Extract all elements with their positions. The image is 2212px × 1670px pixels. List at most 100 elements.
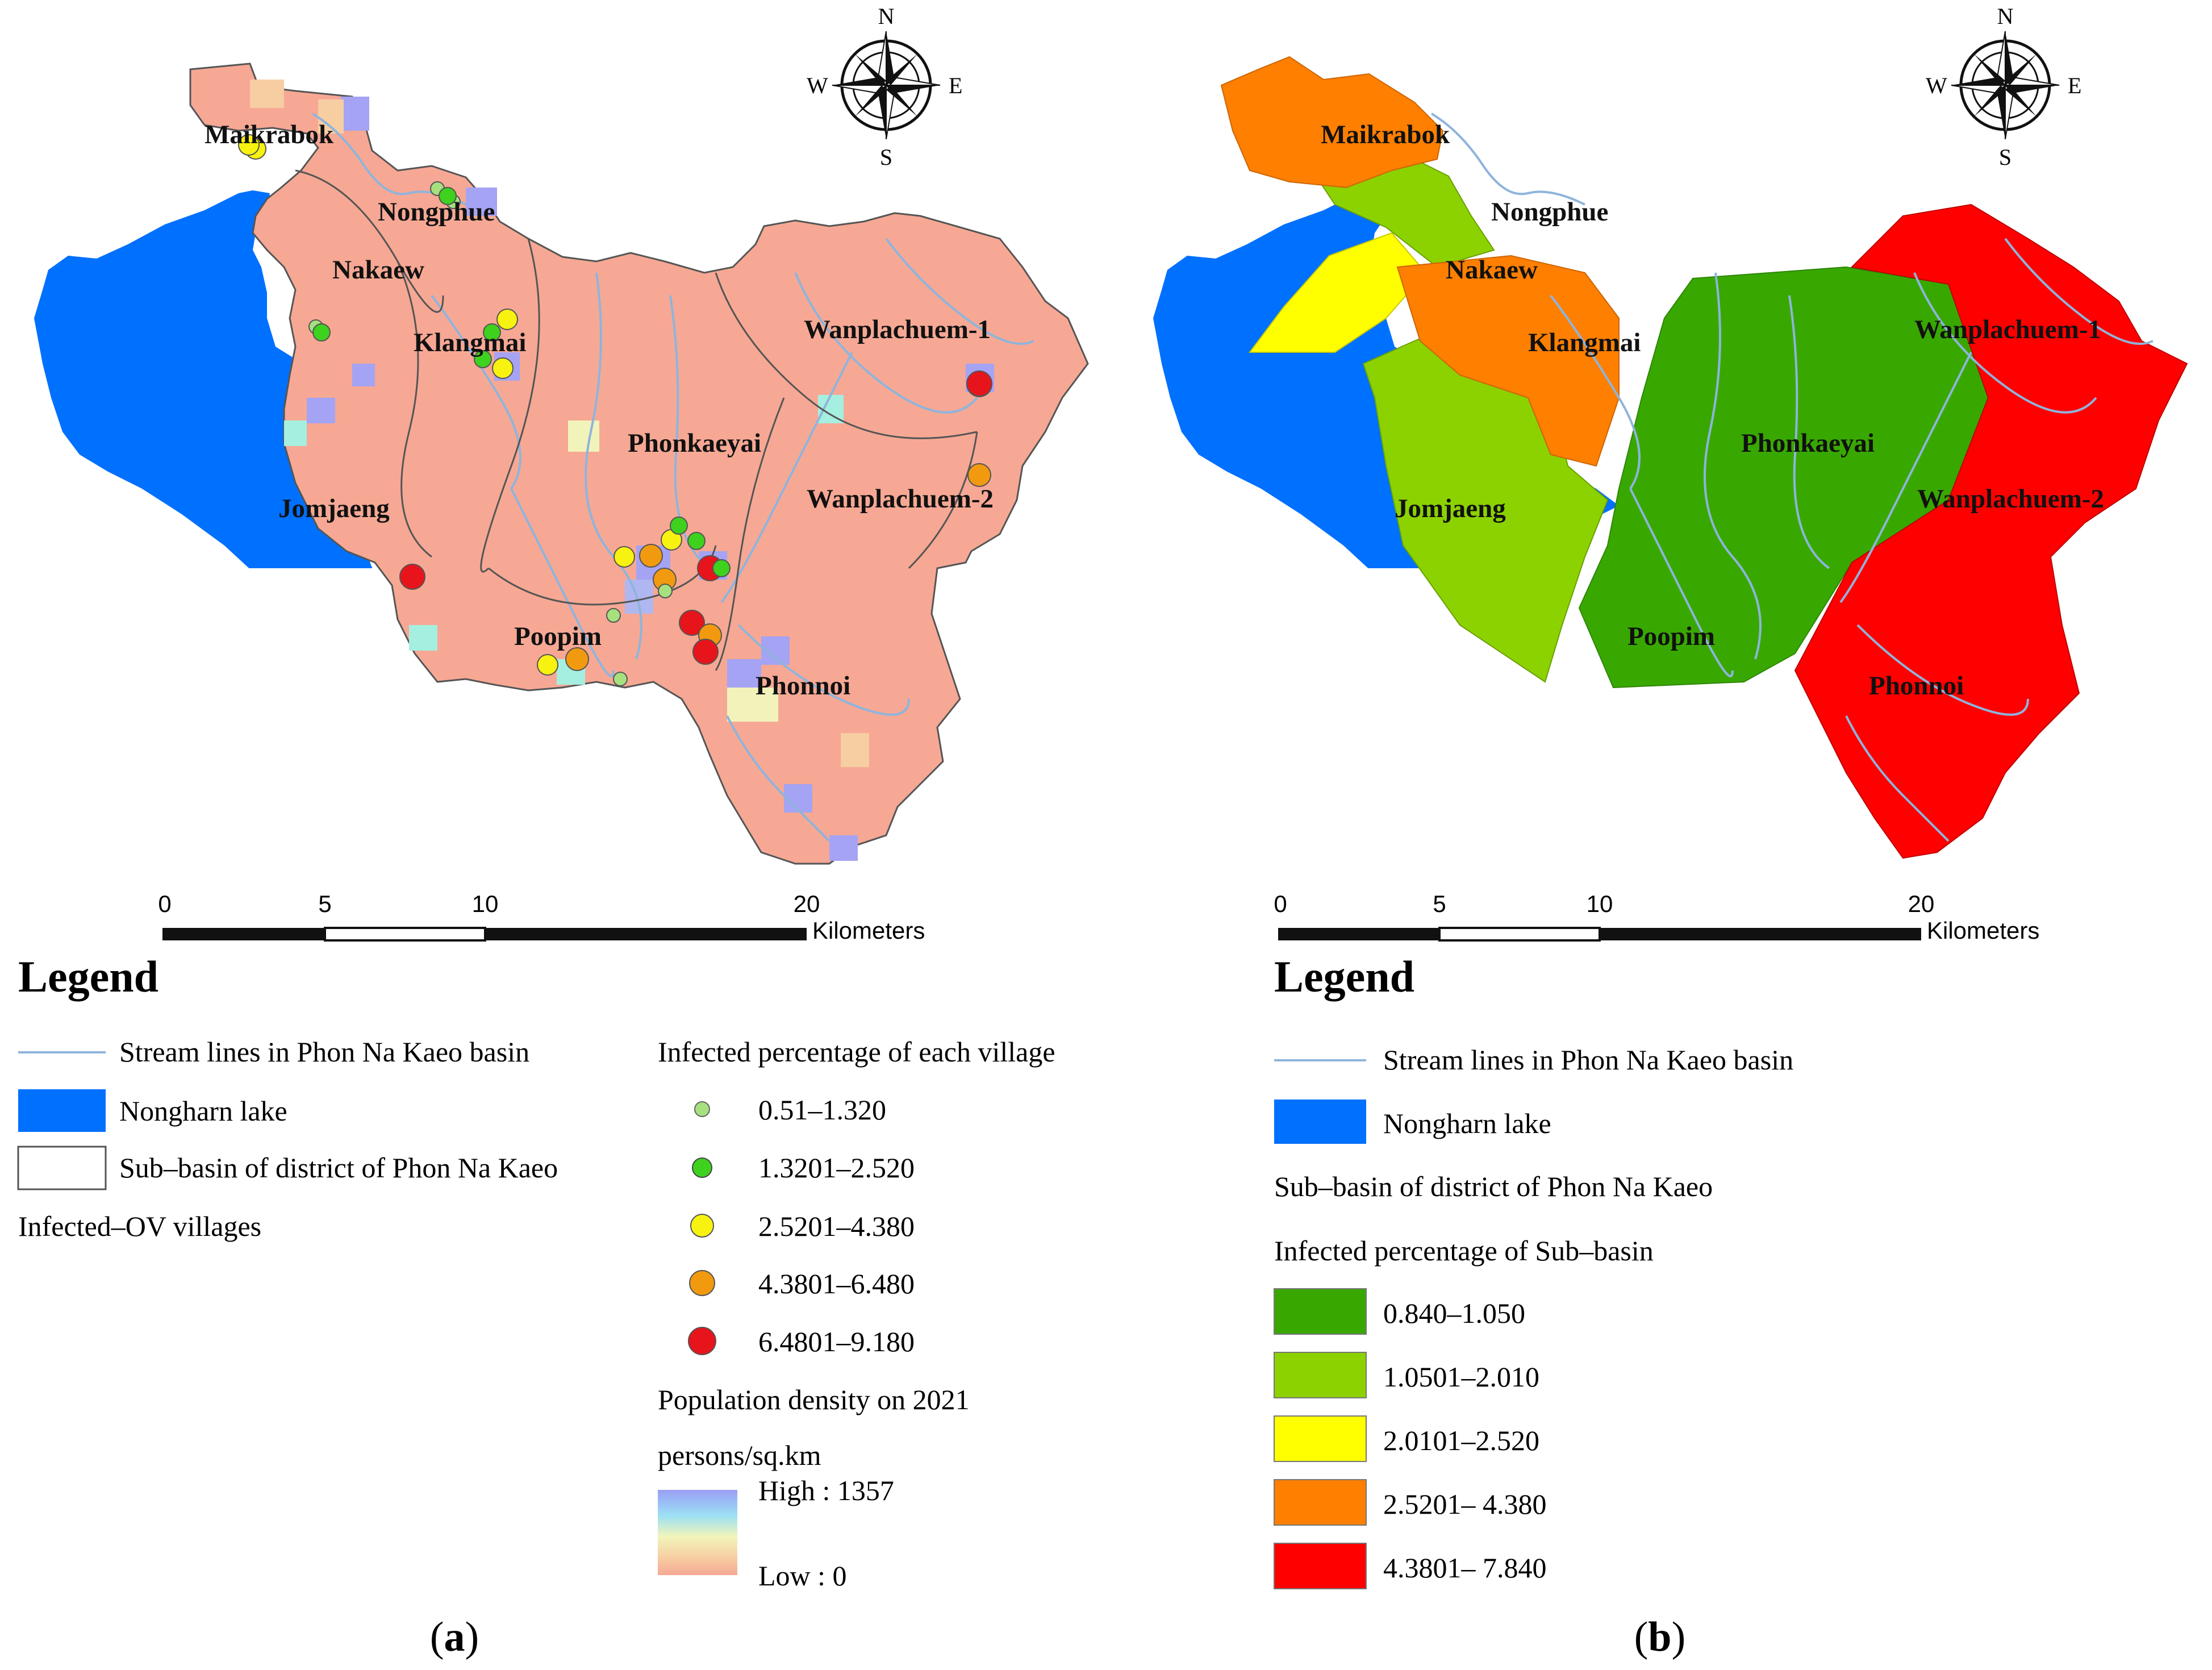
district-labels-a: Maikrabok Nongphue Nakaew Klangmai Wanpl…	[204, 120, 994, 701]
legend-dot-2-a	[692, 1157, 712, 1178]
subbasin-klangmai-b	[1396, 255, 1620, 467]
label-phonkaeyai-a: Phonkaeyai	[628, 428, 761, 458]
scale-unit-b: Kilometers	[1927, 917, 2039, 944]
legend-class-2-b: 1.0501–2.010	[1274, 1352, 1539, 1398]
compass-s-b: S	[1999, 144, 2011, 170]
scale-tick-20-a: 20	[794, 890, 820, 917]
scale-bar-a: 0 5 10 20 Kilometers	[158, 890, 925, 944]
legend-class-label-2-a: 1.3201–2.520	[758, 1152, 915, 1184]
north-arrow-b: N S E W	[1926, 3, 2081, 170]
legend-class-label-1-a: 0.51–1.320	[758, 1094, 886, 1126]
village-point-5	[439, 187, 457, 205]
map-panel-b	[1153, 56, 2188, 859]
district-labels-b: Maikrabok Nongphue Nakaew Klangmai Wanpl…	[1321, 120, 2104, 701]
north-arrow-a: N S E W	[807, 3, 962, 170]
legend-class-label-1-b: 0.840–1.050	[1383, 1297, 1525, 1329]
streams-b	[1430, 113, 2153, 842]
label-jomjaeng-a: Jomjaeng	[278, 494, 390, 523]
subbasin-maikrabok-b	[1220, 56, 1444, 189]
legend-dot-4-a	[689, 1270, 715, 1296]
legend-class-4-a: 4.3801–6.480	[689, 1268, 915, 1300]
village-point-24	[679, 610, 705, 636]
village-point-19	[670, 517, 688, 535]
village-point-27	[565, 647, 589, 671]
legend-class-1-a: 0.51–1.320	[694, 1094, 886, 1126]
compass-e-a: E	[949, 73, 962, 98]
legend-a: Legend Stream lines in Phon Na Kaeo basi…	[17, 952, 1055, 1592]
label-klangmai-b: Klangmai	[1528, 328, 1641, 357]
legend-class-3-a: 2.5201–4.380	[690, 1210, 915, 1242]
legend-subbasin-b: Sub–basin of district of Phon Na Kaeo	[1274, 1171, 1713, 1202]
compass-s-a: S	[880, 144, 892, 170]
legend-b: Legend Stream lines in Phon Na Kaeo basi…	[1274, 952, 1793, 1589]
legend-swatch-4-b	[1274, 1479, 1367, 1526]
village-point-7	[312, 323, 331, 342]
subbasin-nakaew-b	[1249, 232, 1427, 353]
compass-n-a: N	[878, 3, 895, 29]
legend-class-label-2-b: 1.0501–2.010	[1383, 1361, 1539, 1393]
village-point-14	[967, 463, 991, 487]
village-point-31	[658, 584, 673, 598]
scale-tick-5-a: 5	[318, 890, 331, 917]
label-poopim-a: Poopim	[514, 622, 602, 651]
compass-w-b: W	[1926, 73, 1947, 98]
legend-title-a: Legend	[18, 952, 158, 1001]
village-point-11	[474, 350, 492, 368]
legend-swatch-1-b	[1274, 1288, 1367, 1335]
label-jomjaeng-b: Jomjaeng	[1395, 494, 1506, 523]
legend-density-low-a: Low : 0	[758, 1560, 847, 1592]
legend-class-label-5-a: 6.4801–9.180	[758, 1326, 915, 1357]
scale-tick-20-b: 20	[1908, 890, 1935, 917]
village-point-13	[966, 370, 992, 397]
scale-bar-b: 0 5 10 20 Kilometers	[1274, 890, 2039, 944]
legend-infected-title-a: Infected percentage of each village	[658, 1036, 1055, 1068]
label-maikrabok-b: Maikrabok	[1321, 120, 1450, 149]
legend-title-b: Legend	[1274, 952, 1414, 1001]
village-points-a	[238, 134, 992, 686]
scale-unit-a: Kilometers	[812, 917, 925, 944]
legend-dot-3-a	[690, 1214, 714, 1238]
legend-swatch-3-b	[1274, 1415, 1367, 1462]
subbasin-boundaries-a	[295, 169, 978, 671]
legend-class-1-b: 0.840–1.050	[1274, 1288, 1525, 1335]
compass-w-a: W	[807, 73, 828, 98]
legend-class-label-5-b: 4.3801– 7.840	[1383, 1552, 1547, 1584]
village-point-17	[613, 546, 635, 568]
label-wanplachuem2-b: Wanplachuem-2	[1917, 484, 2104, 514]
village-point-10	[492, 357, 514, 379]
legend-stream-b: Stream lines in Phon Na Kaeo basin	[1383, 1044, 1793, 1076]
village-point-16	[639, 544, 663, 568]
legend-density-unit-a: persons/sq.km	[658, 1439, 821, 1471]
label-nakaew-a: Nakaew	[332, 255, 424, 285]
scale-tick-10-b: 10	[1587, 890, 1613, 917]
village-point-8	[483, 323, 501, 342]
caption-b: (b)	[1634, 1614, 1685, 1660]
label-poopim-b: Poopim	[1627, 622, 1715, 651]
legend-lake-a: Nongharn lake	[119, 1095, 287, 1127]
legend-swatch-5-b	[1274, 1543, 1367, 1589]
legend-villages-a: Infected–OV villages	[18, 1210, 261, 1242]
village-point-22	[712, 559, 731, 577]
legend-stream-a: Stream lines in Phon Na Kaeo basin	[119, 1036, 529, 1068]
compass-e-b: E	[2068, 73, 2081, 98]
label-nakaew-b: Nakaew	[1446, 255, 1538, 285]
legend-density-ramp-a	[658, 1490, 737, 1575]
label-klangmai-a: Klangmai	[414, 328, 526, 357]
scale-tick-0-b: 0	[1274, 890, 1287, 917]
label-wanplachuem1-a: Wanplachuem-1	[804, 315, 991, 344]
village-point-30	[606, 608, 621, 623]
village-point-20	[687, 532, 706, 550]
legend-infected-title-b: Infected percentage of Sub–basin	[1274, 1235, 1654, 1267]
legend-swatch-2-b	[1274, 1352, 1367, 1398]
legend-density-high-a: High : 1357	[758, 1475, 894, 1506]
legend-subbasin-a: Sub–basin of district of Phon Na Kaeo	[119, 1152, 558, 1184]
caption-a: (a)	[430, 1614, 479, 1660]
village-point-15	[399, 564, 425, 590]
legend-class-5-a: 6.4801–9.180	[688, 1326, 915, 1357]
label-phonnoi-a: Phonnoi	[756, 671, 850, 701]
subbasin-wanplachuem-b	[1794, 203, 2188, 859]
village-point-28	[537, 654, 558, 676]
legend-class-label-4-a: 4.3801–6.480	[758, 1268, 915, 1300]
legend-dot-5-a	[688, 1327, 716, 1355]
